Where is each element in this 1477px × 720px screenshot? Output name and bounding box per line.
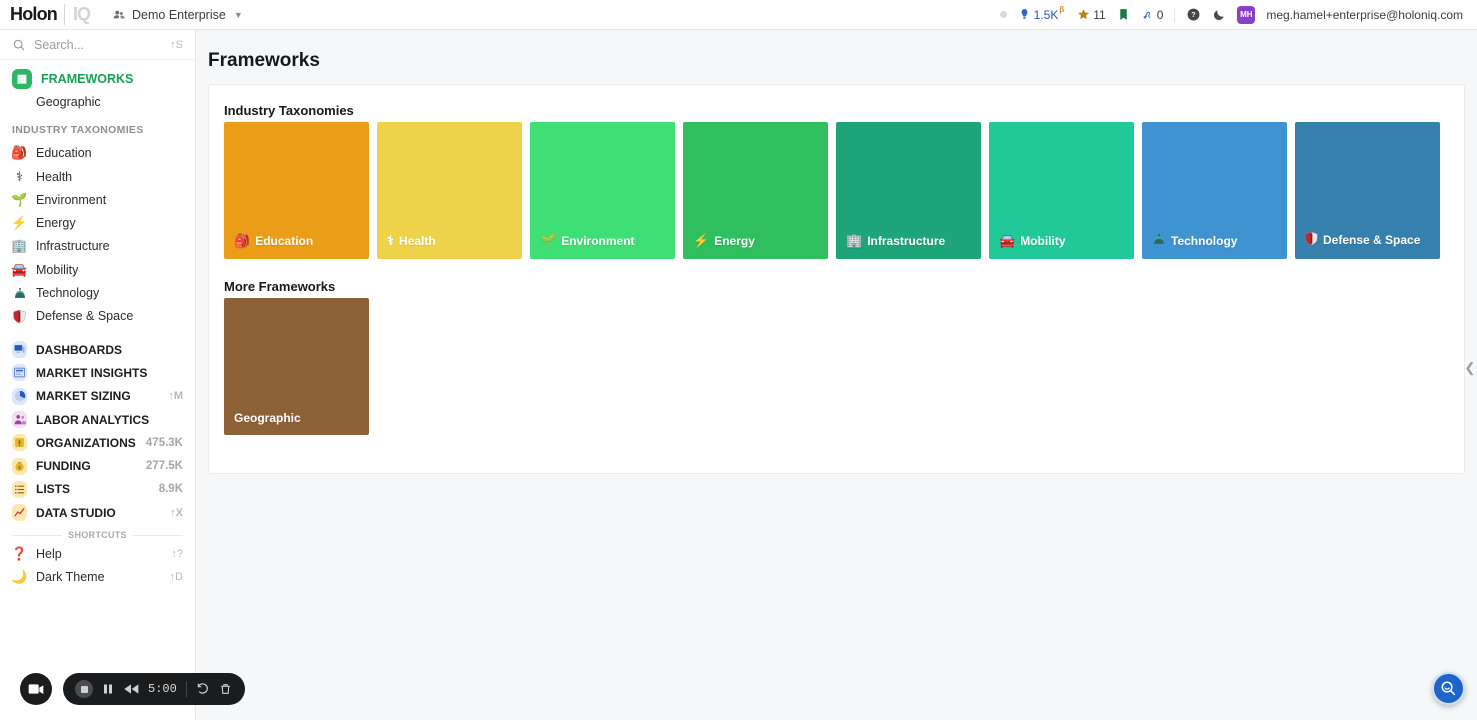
svg-text:$: $ — [18, 465, 21, 471]
svg-text:?: ? — [1192, 11, 1196, 19]
